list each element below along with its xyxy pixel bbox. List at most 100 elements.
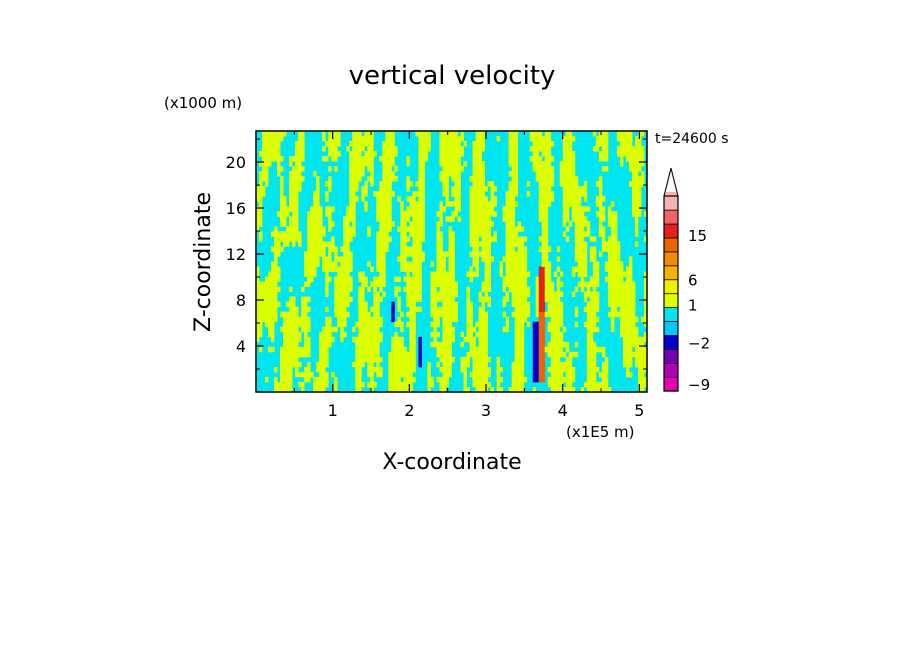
field-cell xyxy=(571,371,576,378)
field-cell xyxy=(481,356,485,363)
field-cell xyxy=(571,201,576,207)
field-cell xyxy=(313,201,317,207)
field-cell xyxy=(409,326,413,333)
field-cell xyxy=(412,346,416,353)
field-cell xyxy=(565,346,570,353)
field-cell xyxy=(601,151,606,157)
field-cell xyxy=(631,301,636,308)
field-cell xyxy=(352,196,356,202)
field-cell xyxy=(307,236,311,242)
field-cell xyxy=(439,376,443,383)
field-cell xyxy=(265,296,269,303)
field-cell xyxy=(532,346,537,353)
field-cell xyxy=(442,356,446,363)
field-cell xyxy=(625,356,630,363)
field-cell xyxy=(319,361,323,368)
field-cell xyxy=(589,246,594,252)
field-cell xyxy=(580,231,585,237)
field-cell xyxy=(292,226,296,232)
field-cell xyxy=(298,186,302,192)
field-cell xyxy=(325,241,329,247)
field-cell xyxy=(271,246,275,252)
field-cell xyxy=(640,151,645,157)
field-cell xyxy=(520,341,525,348)
field-cell xyxy=(559,321,564,328)
field-cell xyxy=(376,261,380,267)
field-cell xyxy=(625,271,630,277)
field-cell xyxy=(436,231,440,237)
field-cell xyxy=(628,321,633,328)
field-cell xyxy=(520,226,525,232)
field-cell xyxy=(337,131,341,137)
field-cell xyxy=(436,296,440,303)
field-cell xyxy=(454,151,458,157)
field-cell xyxy=(547,181,552,187)
field-cell xyxy=(460,166,464,172)
field-cell xyxy=(538,356,543,363)
field-cell xyxy=(439,221,443,227)
field-cell xyxy=(547,146,552,152)
field-cell xyxy=(502,301,507,308)
field-cell xyxy=(445,326,449,333)
field-cell xyxy=(271,321,275,328)
field-cell xyxy=(394,291,398,298)
field-cell xyxy=(550,301,555,308)
field-cell xyxy=(388,136,392,142)
field-cell xyxy=(523,256,528,262)
field-cell xyxy=(307,251,311,257)
field-cell xyxy=(298,231,302,237)
field-cell xyxy=(541,346,546,353)
field-cell xyxy=(556,321,561,328)
field-cell xyxy=(517,261,522,267)
field-cell xyxy=(292,341,296,348)
field-cell xyxy=(445,176,449,182)
field-cell xyxy=(391,131,395,137)
field-cell xyxy=(358,141,362,147)
field-cell xyxy=(379,186,383,192)
field-cell xyxy=(535,166,540,172)
field-cell xyxy=(631,196,636,202)
field-cell xyxy=(517,311,522,318)
field-cell xyxy=(349,256,353,262)
field-cell xyxy=(343,216,347,222)
field-cell xyxy=(505,271,510,277)
field-cell xyxy=(361,161,365,167)
field-cell xyxy=(472,216,476,222)
field-cell xyxy=(304,311,308,318)
field-cell xyxy=(643,306,647,313)
field-cell xyxy=(643,356,647,363)
field-cell xyxy=(631,326,636,333)
field-cell xyxy=(541,146,546,152)
field-cell xyxy=(352,141,356,147)
field-cell xyxy=(328,211,332,217)
field-cell xyxy=(340,266,344,272)
field-cell xyxy=(325,381,329,388)
field-cell xyxy=(283,221,287,227)
field-cell xyxy=(265,281,269,287)
field-cell xyxy=(547,261,552,267)
field-cell xyxy=(484,206,488,212)
field-cell xyxy=(544,161,549,167)
field-cell xyxy=(535,146,540,152)
field-cell xyxy=(376,266,380,272)
field-cell xyxy=(523,306,528,313)
field-cell xyxy=(550,296,555,303)
field-cell xyxy=(343,236,347,242)
field-cell xyxy=(265,166,269,172)
field-cell xyxy=(295,231,299,237)
field-cell xyxy=(268,136,272,142)
field-cell xyxy=(442,316,446,323)
colorbar-label: −2 xyxy=(688,334,710,352)
field-cell xyxy=(274,286,278,293)
field-cell xyxy=(322,376,326,383)
field-cell xyxy=(478,376,482,383)
field-cell xyxy=(415,266,419,272)
field-cell xyxy=(517,246,522,252)
field-cell xyxy=(364,306,368,313)
field-cell xyxy=(616,266,621,272)
field-cell xyxy=(415,181,419,187)
field-cell xyxy=(556,381,561,388)
field-cell xyxy=(622,311,627,318)
field-cell xyxy=(547,186,552,192)
field-cell xyxy=(460,146,464,152)
